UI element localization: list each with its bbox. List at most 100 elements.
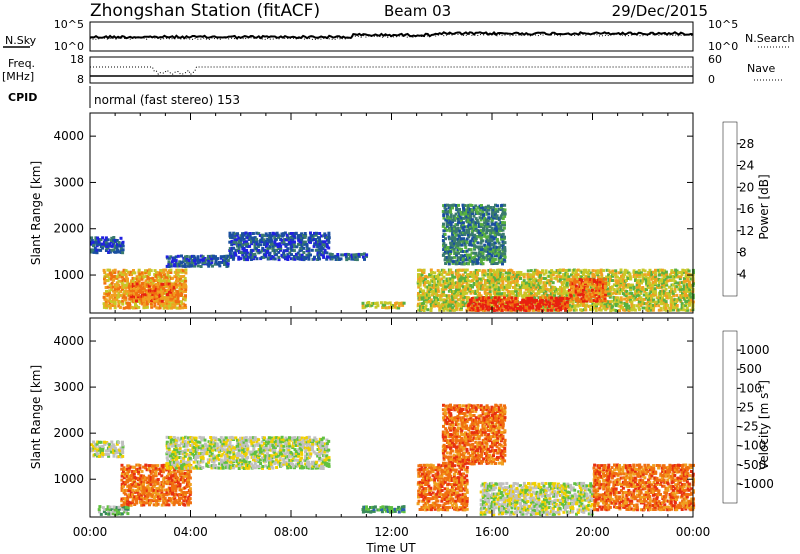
echo-cell	[291, 238, 295, 241]
echo-cell	[142, 503, 146, 507]
echo-cell	[496, 273, 500, 277]
echo-cell	[661, 281, 665, 285]
echo-cell	[158, 294, 162, 298]
echo-cell	[171, 297, 175, 301]
echo-cell	[149, 475, 153, 479]
echo-cell	[96, 454, 99, 458]
echo-cell	[382, 305, 386, 309]
echo-cell	[462, 237, 465, 241]
echo-cell	[293, 240, 296, 244]
echo-cell	[492, 214, 496, 218]
echo-cell	[550, 294, 554, 298]
echo-cell	[632, 269, 636, 273]
echo-cell	[145, 476, 149, 480]
echo-cell	[103, 271, 107, 275]
echo-cell	[108, 512, 112, 516]
echo-cell	[648, 304, 652, 308]
echo-cell	[494, 208, 498, 212]
echo-cell	[451, 292, 454, 296]
echo-cell	[196, 258, 199, 262]
echo-cell	[92, 444, 95, 448]
echo-cell	[181, 264, 185, 268]
echo-cell	[457, 234, 461, 238]
echo-cell	[282, 242, 286, 246]
echo-cell	[126, 506, 130, 509]
echo-cell	[492, 216, 496, 220]
echo-cell	[131, 306, 135, 310]
echo-cell	[436, 277, 440, 281]
echo-cell	[668, 278, 672, 282]
echo-cell	[514, 283, 518, 287]
echo-cell	[648, 306, 652, 310]
echo-cell	[432, 304, 436, 308]
echo-cell	[648, 286, 652, 290]
echo-cell	[155, 306, 159, 310]
echo-cell	[104, 286, 108, 289]
echo-cell	[519, 277, 522, 280]
echo-cell	[469, 210, 473, 214]
echo-cell	[474, 208, 478, 212]
echo-cell	[102, 295, 106, 299]
echo-cell	[632, 304, 636, 308]
echo-cell	[661, 277, 665, 281]
echo-cell	[492, 247, 495, 251]
echo-cell	[503, 254, 507, 258]
echo-cell	[449, 287, 453, 291]
freq-tick-bottom: 8	[77, 73, 84, 86]
echo-cell	[560, 296, 564, 300]
echo-cell	[619, 298, 623, 302]
echo-cell	[659, 290, 663, 293]
echo-cell	[435, 297, 439, 301]
echo-cell	[274, 237, 278, 241]
echo-cell	[111, 269, 115, 273]
echo-cell	[654, 281, 657, 285]
echo-cell	[673, 279, 677, 283]
echo-cell	[510, 275, 514, 279]
echo-cell	[482, 308, 485, 312]
echo-cell	[488, 252, 492, 256]
echo-cell	[127, 284, 131, 288]
echo-cell	[616, 279, 620, 283]
echo-cell	[451, 220, 454, 224]
echo-cell	[164, 301, 167, 305]
echo-cell	[480, 298, 483, 302]
echo-cell	[184, 294, 187, 298]
echo-cell	[471, 262, 475, 266]
echo-cell	[551, 281, 555, 285]
echo-cell	[617, 304, 621, 308]
echo-cell	[133, 292, 137, 296]
echo-cell	[303, 235, 307, 239]
echo-cell	[104, 249, 108, 252]
echo-cell	[121, 443, 125, 447]
echo-cell	[584, 268, 587, 272]
echo-cell	[654, 275, 658, 279]
echo-cell	[504, 271, 508, 275]
echo-cell	[158, 472, 161, 476]
echo-cell	[455, 253, 459, 257]
echo-cell	[280, 238, 284, 242]
echo-cell	[661, 298, 664, 302]
echo-cell	[149, 498, 153, 502]
echo-cell	[539, 304, 542, 308]
echo-cell	[680, 271, 684, 274]
echo-cell	[522, 304, 526, 308]
echo-cell	[587, 290, 591, 294]
echo-cell	[140, 501, 144, 504]
echo-cell	[137, 470, 140, 474]
echo-cell	[544, 281, 548, 285]
echo-cell	[436, 304, 440, 308]
echo-cell	[678, 298, 682, 302]
echo-cell	[575, 299, 579, 303]
echo-cell	[562, 288, 566, 292]
echo-cell	[137, 482, 141, 486]
echo-cell	[103, 508, 107, 511]
echo-cell	[612, 291, 616, 295]
echo-cell	[497, 254, 501, 258]
echo-cell	[106, 505, 110, 509]
echo-cell	[135, 277, 139, 281]
echo-cell	[483, 249, 487, 253]
echo-cell	[453, 255, 457, 259]
echo-cell	[641, 300, 645, 304]
echo-cell	[94, 238, 98, 242]
echo-cell	[553, 304, 557, 308]
